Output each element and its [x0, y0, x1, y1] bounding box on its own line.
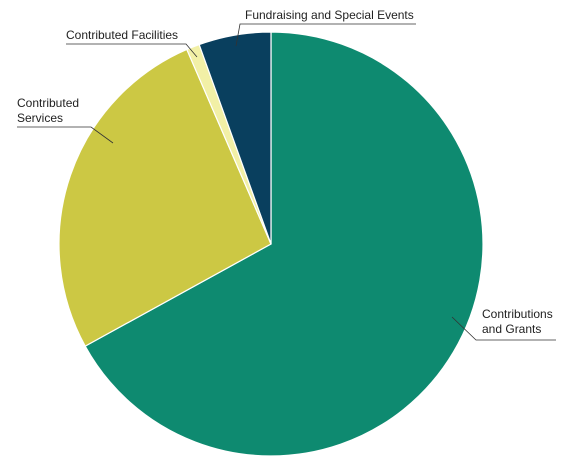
slice-label-contributions-and-grants: Contributions and Grants [482, 307, 553, 336]
pie-slice-contributions-and-grants [84, 31, 484, 457]
leader-line-contributions-and-grants [451, 316, 556, 341]
slice-label-contributed-facilities: Contributed Facilities [66, 28, 178, 42]
pie-slices [58, 31, 484, 457]
slice-label-line: Contributed Facilities [66, 28, 178, 42]
slice-labels: Contributions and Grants Contributed Servic… [17, 8, 556, 341]
slice-label-fundraising-and-special-events: Fundraising and Special Events [245, 8, 414, 22]
leader-line-fundraising-and-special-events [235, 23, 416, 47]
pie-slice-fundraising-and-special-events [198, 31, 272, 245]
slice-label-line: and Grants [482, 322, 541, 336]
slice-label-line: Services [17, 111, 63, 125]
leader-line-contributed-facilities [66, 43, 198, 58]
leader-line-contributed-services [17, 126, 114, 144]
slice-label-line: Fundraising and Special Events [245, 8, 414, 22]
slice-label-line: Contributed [17, 96, 79, 110]
slice-label-contributed-services: Contributed Services [17, 96, 79, 125]
pie-slice-contributed-services [58, 48, 272, 347]
slice-label-line: Contributions [482, 307, 553, 321]
